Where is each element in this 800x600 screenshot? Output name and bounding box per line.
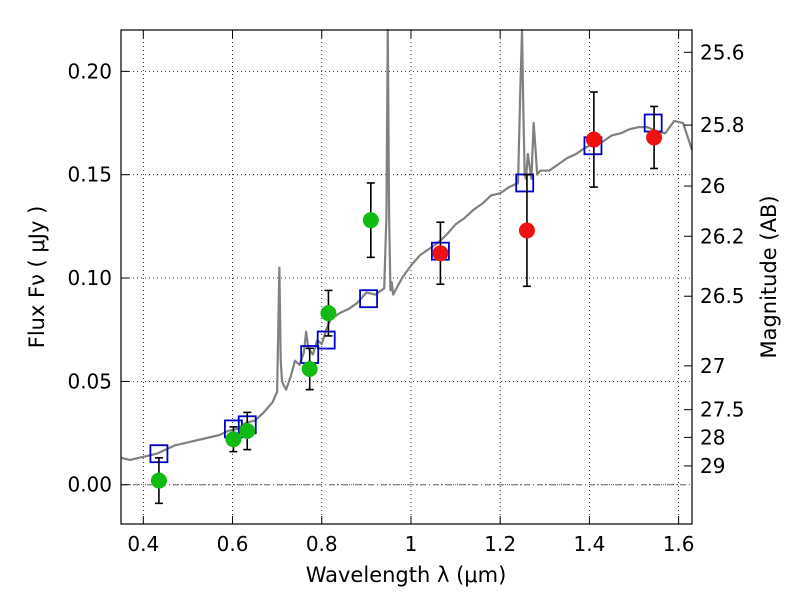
- y-tick-label: 0.10: [67, 266, 112, 290]
- template-sed-line: [120, 28, 694, 462]
- series-layer: [120, 28, 694, 505]
- y-tick-label: 0.15: [67, 163, 112, 187]
- right-tick-label: 27.5: [700, 398, 745, 422]
- x-tick-label: 0.4: [127, 532, 159, 556]
- x-axis-label: Wavelength λ (μm): [306, 563, 507, 587]
- right-tick-label: 26.2: [700, 224, 745, 248]
- right-tick-label: 26: [700, 174, 725, 198]
- y-axis-label: Flux Fν ( μJy ): [25, 206, 49, 349]
- nir-detection-point: [646, 129, 663, 146]
- x-tick-label: 1.6: [663, 532, 695, 556]
- optical-detection-point: [150, 472, 167, 489]
- right-tick-label: 27: [700, 354, 725, 378]
- ticks-layer: 0.4 0.6 0.8 1 1.2 1.4 1.6 0.00 0.05 0.10 0.15 0.20 2…: [67, 30, 745, 556]
- right-tick-label: 29: [700, 454, 725, 478]
- nir-detection-point: [585, 131, 602, 148]
- optical-detection-point: [225, 431, 242, 448]
- nir-detection-point: [432, 245, 449, 262]
- x-tick-label: 1.2: [484, 532, 516, 556]
- x-tick-label: 1: [405, 532, 418, 556]
- right-tick-label: 25.8: [700, 113, 745, 137]
- plot-frame: [120, 29, 693, 525]
- optical-detection-point: [320, 305, 337, 322]
- right-tick-label: 28: [700, 425, 725, 449]
- optical-detection-point: [239, 422, 256, 439]
- x-tick-label: 0.6: [217, 532, 249, 556]
- y-tick-label: 0.20: [67, 59, 112, 83]
- nir-detection-point: [518, 222, 535, 239]
- y-tick-label: 0.00: [67, 473, 112, 497]
- model-photometry-square: [359, 289, 378, 309]
- y-tick-label: 0.05: [67, 369, 112, 393]
- optical-detection-point: [301, 360, 318, 377]
- x-tick-label: 1.4: [573, 532, 605, 556]
- right-tick-label: 25.6: [700, 40, 745, 64]
- right-tick-label: 26.5: [700, 284, 745, 308]
- optical-detection-point: [362, 212, 379, 229]
- model-photometry-square: [316, 330, 336, 350]
- x-tick-label: 0.8: [306, 532, 338, 556]
- right-axis-label: Magnitude (AB): [757, 195, 781, 358]
- grid: [121, 30, 692, 524]
